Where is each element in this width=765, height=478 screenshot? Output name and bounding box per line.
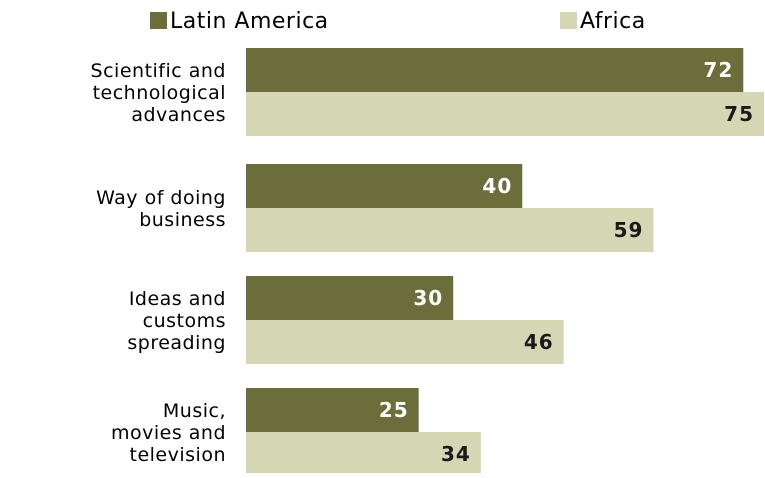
- legend-label-1: Africa: [580, 9, 646, 34]
- bar-1-1: [246, 208, 654, 252]
- bar-0-2: [246, 276, 454, 320]
- category-label: Way of doing: [96, 187, 226, 209]
- category-label: television: [130, 444, 226, 466]
- category-label: Ideas and: [129, 288, 226, 310]
- legend-swatch-1: [560, 12, 577, 29]
- data-label-1-0: 75: [724, 102, 754, 126]
- bar-1-0: [246, 92, 764, 136]
- legend-swatch-0: [150, 12, 167, 29]
- data-label-0-3: 25: [379, 398, 409, 422]
- bar-0-3: [246, 388, 419, 432]
- data-label-1-1: 59: [614, 218, 644, 242]
- bar-1-2: [246, 320, 564, 364]
- category-label: Scientific and: [91, 60, 226, 82]
- bar-1-3: [246, 432, 481, 476]
- category-label: business: [139, 209, 226, 231]
- data-label-1-3: 34: [441, 442, 471, 466]
- legend-label-0: Latin America: [170, 9, 329, 34]
- category-label: advances: [131, 104, 226, 126]
- data-label-1-2: 46: [524, 330, 554, 354]
- data-label-0-2: 30: [413, 286, 443, 310]
- category-label: technological: [93, 82, 226, 104]
- bar-0-1: [246, 164, 523, 208]
- data-label-0-0: 72: [703, 58, 733, 82]
- category-label: spreading: [127, 332, 226, 354]
- data-label-0-1: 40: [482, 174, 512, 198]
- bar-0-0: [246, 48, 744, 92]
- category-label: movies and: [111, 422, 226, 444]
- category-label: customs: [143, 310, 226, 332]
- category-label: Music,: [163, 400, 226, 422]
